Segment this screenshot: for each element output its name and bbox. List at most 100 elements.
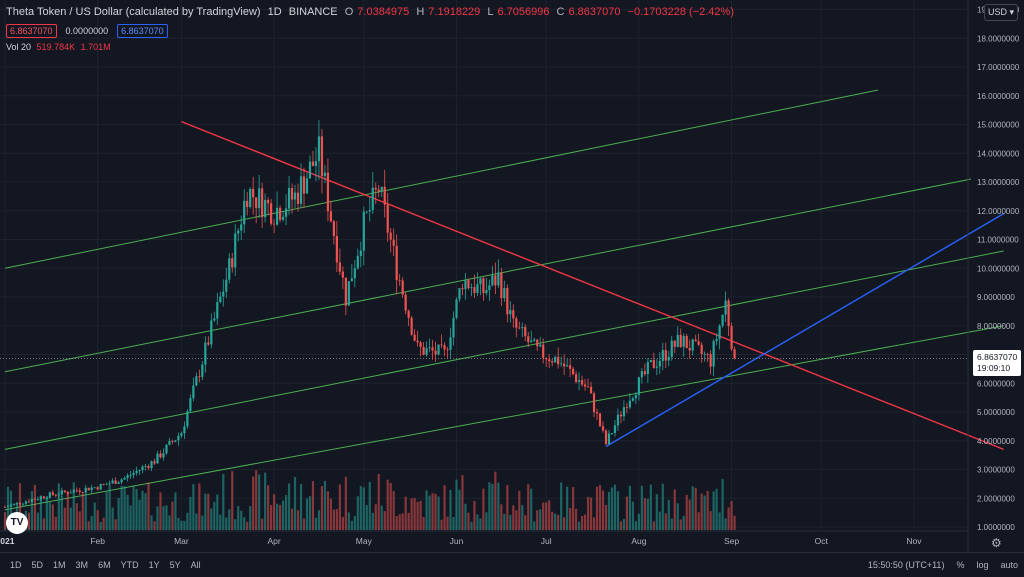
tf-6m[interactable]: 6M	[98, 560, 111, 570]
bid-ask-row: 6.8637070 0.0000000 6.8637070	[6, 24, 168, 38]
candle-body	[455, 299, 458, 318]
candle-body	[368, 210, 371, 212]
price-chart[interactable]: 19.000000018.000000017.000000016.0000000…	[0, 0, 1024, 552]
candle-body	[219, 296, 222, 303]
volume-bar	[392, 491, 395, 530]
clock[interactable]: 15:50:50 (UTC+11)	[867, 560, 945, 570]
tf-5y[interactable]: 5Y	[169, 560, 181, 570]
volume-bar	[45, 496, 48, 530]
volume-bar	[114, 519, 117, 530]
candle-body	[464, 280, 467, 290]
volume-bar	[482, 488, 485, 530]
volume-bar	[42, 518, 45, 530]
volume-bar	[494, 471, 497, 530]
candle-body	[622, 407, 626, 417]
candle-body	[583, 384, 587, 387]
candle-body	[449, 337, 452, 350]
tf-5d[interactable]: 5D	[31, 560, 44, 570]
settings-gear-icon[interactable]: ⚙	[991, 536, 1002, 550]
volume-bar	[261, 518, 264, 530]
tf-all[interactable]: All	[190, 560, 201, 570]
tf-1m[interactable]: 1M	[53, 560, 66, 570]
volume-bar	[586, 496, 590, 530]
volume-bar	[592, 517, 596, 530]
percent-toggle[interactable]: %	[956, 560, 965, 570]
volume-bar	[81, 494, 84, 530]
volume-bar	[673, 489, 676, 530]
volume-bar	[667, 500, 670, 530]
volume-label: Vol 20	[6, 42, 32, 52]
volume-bar	[72, 482, 75, 530]
buy-price[interactable]: 6.8637070	[117, 24, 168, 38]
volume-bar	[368, 481, 371, 530]
candle-body	[637, 377, 640, 395]
green-trendline	[4, 250, 1004, 450]
volume-bar	[33, 484, 36, 530]
volume-bar	[625, 496, 629, 530]
candle-body	[138, 469, 141, 471]
interval-label[interactable]: 1D	[267, 6, 282, 18]
candle-body	[703, 353, 706, 355]
time-tick-label: 2021	[0, 536, 15, 546]
time-tick-label: May	[356, 536, 373, 546]
volume-bar	[237, 505, 240, 530]
volume-bar	[545, 502, 548, 530]
candle-body	[506, 287, 509, 315]
price-tick-label: 15.0000000	[977, 121, 1020, 130]
time-tick-label: Aug	[631, 536, 646, 546]
volume-bar	[138, 499, 141, 530]
candle-body	[213, 318, 216, 321]
volume-bar	[727, 507, 730, 530]
candle-body	[237, 230, 240, 234]
volume-bar	[135, 488, 138, 530]
candle-body	[290, 187, 294, 200]
candle-body	[589, 386, 593, 394]
volume-bar	[63, 507, 66, 530]
candle-body	[539, 344, 542, 347]
volume-bar	[353, 515, 356, 530]
volume-bar	[458, 489, 461, 530]
sell-price[interactable]: 6.8637070	[6, 24, 57, 38]
candle-body	[467, 280, 470, 289]
auto-toggle[interactable]: auto	[1000, 560, 1018, 570]
candle-body	[724, 300, 727, 315]
volume-bar	[299, 484, 303, 530]
volume-bar	[461, 475, 464, 530]
tf-3m[interactable]: 3M	[75, 560, 89, 570]
volume-bar	[616, 491, 620, 530]
ohlc-values: O 7.0384975 H 7.1918229 L 6.7056996 C 6.8637…	[344, 6, 734, 18]
volume-bar	[721, 478, 724, 530]
volume-bar	[703, 495, 706, 530]
volume-bar	[419, 500, 422, 530]
time-axis: 2021 Feb Mar Apr May Jun Jul Aug Sep Oct Nov	[0, 530, 968, 546]
candle-body	[664, 350, 667, 361]
candle-body	[670, 340, 673, 358]
volume-bar	[455, 479, 458, 530]
tf-ytd[interactable]: YTD	[120, 560, 139, 570]
volume-bar	[380, 505, 383, 530]
candle-body	[488, 285, 491, 291]
tradingview-logo[interactable]: TV	[6, 512, 28, 534]
candle-body	[359, 250, 362, 256]
candle-body	[434, 350, 437, 355]
volume-bar	[515, 510, 518, 530]
candle-body	[395, 245, 398, 281]
candle-body	[281, 216, 285, 220]
tf-1d[interactable]: 1D	[10, 560, 22, 570]
symbol-title[interactable]: Theta Token / US Dollar (calculated by T…	[6, 6, 261, 18]
candle-body	[536, 339, 539, 347]
candle-body	[557, 356, 560, 365]
volume-bar	[733, 515, 736, 530]
volume-bar	[335, 509, 338, 530]
volume-bar	[243, 517, 246, 530]
log-toggle[interactable]: log	[976, 560, 989, 570]
candle-body	[380, 186, 383, 192]
candle-body	[332, 221, 335, 237]
volume-bar	[601, 490, 605, 530]
currency-selector[interactable]: USD ▾	[983, 4, 1018, 21]
volume-bar	[422, 517, 425, 530]
tf-1y[interactable]: 1Y	[148, 560, 160, 570]
volume-bar	[619, 521, 623, 530]
volume-bar	[9, 490, 13, 530]
candle-body	[317, 136, 321, 162]
